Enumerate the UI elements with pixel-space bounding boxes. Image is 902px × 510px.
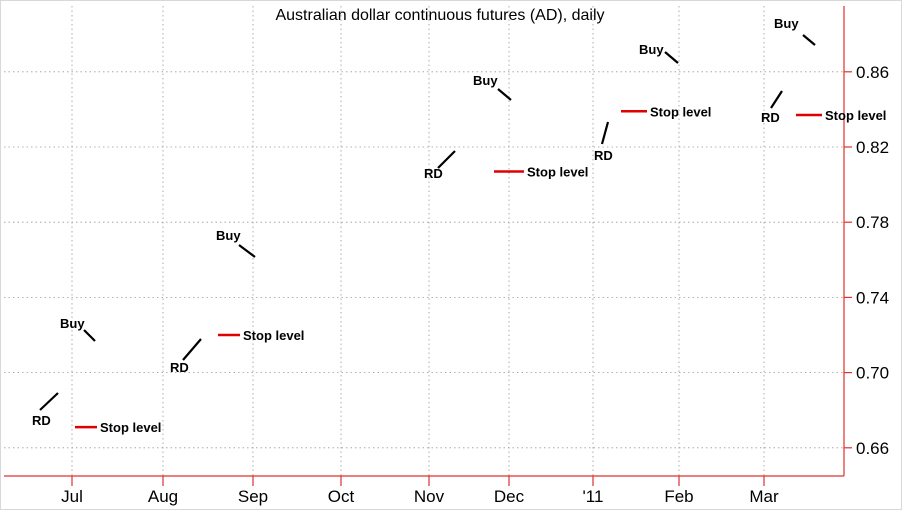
x-axis: Jul Aug Sep Oct Nov Dec '11 Feb Mar: [61, 476, 779, 506]
y-axis: 0.66 0.70 0.74 0.78 0.82 0.86: [844, 63, 889, 458]
y-tick-label: 0.66: [856, 439, 889, 458]
buy-label: Buy: [216, 228, 241, 243]
y-tick-label: 0.82: [856, 138, 889, 157]
stop-level-label: Stop level: [527, 164, 588, 179]
annotations: RD Buy Stop level RD Buy Stop level RD Buy Stop …: [32, 16, 886, 435]
signal-arrow: [437, 150, 456, 169]
stop-level-label: Stop level: [825, 108, 886, 123]
rd-label: RD: [594, 148, 613, 163]
signal-arrow: [182, 338, 202, 361]
x-tick-label: Aug: [148, 487, 178, 506]
x-tick-label: Dec: [494, 487, 525, 506]
y-tick-label: 0.74: [856, 288, 889, 307]
stop-level-label: Stop level: [650, 104, 711, 119]
signal-arrow: [497, 88, 512, 101]
chart-title: Australian dollar continuous futures (AD…: [275, 7, 604, 24]
buy-label: Buy: [60, 316, 85, 331]
x-tick-label: Sep: [238, 487, 268, 506]
y-tick-label: 0.78: [856, 213, 889, 232]
buy-label: Buy: [473, 73, 498, 88]
x-tick-label: Mar: [749, 487, 779, 506]
y-tick-label: 0.86: [856, 63, 889, 82]
x-tick-label: Oct: [328, 487, 355, 506]
signal-arrow: [238, 244, 256, 258]
x-tick-label: Feb: [664, 487, 693, 506]
buy-label: Buy: [639, 42, 664, 57]
rd-label: RD: [32, 413, 51, 428]
gridlines: [4, 6, 844, 476]
signal-arrow: [600, 121, 610, 145]
buy-label: Buy: [774, 16, 799, 31]
x-tick-label: Jul: [61, 487, 83, 506]
stop-level-label: Stop level: [100, 420, 161, 435]
x-tick-label: Nov: [414, 487, 445, 506]
x-tick-label: '11: [583, 487, 604, 506]
rd-label: RD: [424, 166, 443, 181]
signal-arrow: [802, 34, 816, 46]
rd-label: RD: [761, 110, 780, 125]
stop-level-label: Stop level: [243, 328, 304, 343]
signal-arrow: [770, 90, 783, 109]
signal-arrow: [83, 329, 96, 342]
signal-arrow: [39, 392, 59, 411]
rd-label: RD: [170, 360, 189, 375]
y-tick-label: 0.70: [856, 364, 889, 383]
signal-arrow: [664, 51, 679, 64]
